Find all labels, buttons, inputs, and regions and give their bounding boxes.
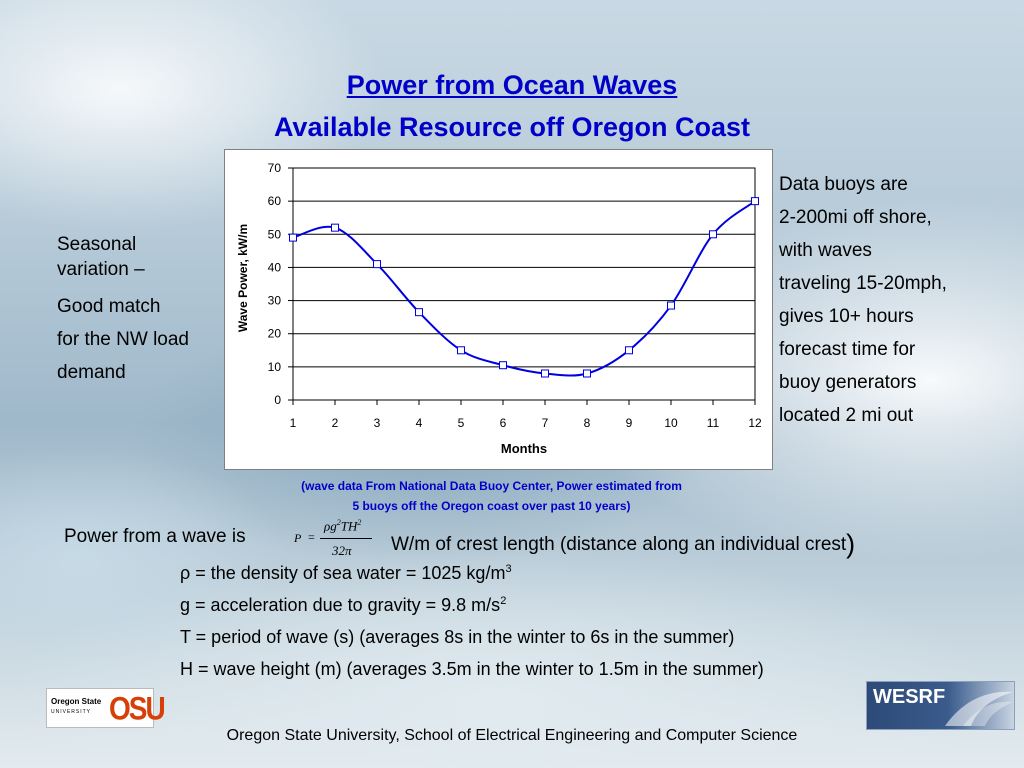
x-tick-label: 12	[748, 416, 762, 430]
osu-mark: OSU	[109, 690, 166, 727]
definition-h: H = wave height (m) (averages 3.5m in th…	[180, 659, 764, 679]
buoy-note-line: forecast time for	[779, 339, 916, 360]
x-tick-label: 3	[374, 416, 381, 430]
source-note: (wave data From National Data Buoy Cente…	[301, 479, 682, 493]
y-tick-label: 50	[268, 227, 282, 241]
x-tick-label: 10	[664, 416, 678, 430]
osu-seal-subtext: UNIVERSITY	[51, 709, 92, 715]
x-tick-label: 4	[416, 416, 423, 430]
osu-seal-text: Oregon State	[51, 697, 102, 706]
formula-numerator: ρg2TH2	[324, 518, 361, 534]
formula-trail: W/m of crest length (distance along an i…	[391, 526, 856, 559]
seasonal-note-line: Seasonal	[57, 234, 137, 255]
formula-exp: 2	[336, 518, 341, 527]
data-point	[457, 346, 465, 355]
formula-th: TH	[340, 518, 358, 534]
formula-denominator: 32π	[332, 543, 352, 558]
axis-layer	[292, 167, 756, 401]
formula-lead: Power from a wave is	[64, 526, 246, 547]
slide-subtitle: Available Resource off Oregon Coast	[273, 112, 751, 142]
slide-title: Power from Ocean Waves	[346, 70, 678, 100]
data-point	[331, 223, 339, 232]
definition-text: = the density of sea water = 1025 kg/m	[190, 563, 506, 583]
data-point	[499, 361, 507, 370]
x-tick-label: 9	[626, 416, 633, 430]
series-layer	[289, 197, 759, 378]
wesrf-logo-text: WESRF	[873, 686, 946, 708]
footer: Oregon State University, School of Elect…	[226, 727, 798, 744]
formula-paren: )	[846, 529, 856, 559]
buoy-note-line: gives 10+ hours	[779, 306, 914, 327]
wave-power-chart: 0 10 20 30 40 50 60 70 1 2 3 4 5 6 7 8 9 10 11 12 Months Wav…	[224, 149, 773, 470]
y-tick-label: 10	[268, 360, 282, 374]
buoy-note-line: buoy generators	[779, 372, 917, 393]
seasonal-note-line: for the NW load	[57, 329, 189, 350]
buoy-note: Data buoys are 2-200mi off shore, with w…	[779, 168, 1019, 432]
x-tick-label: 11	[707, 416, 720, 430]
formula-rho-g: ρg	[324, 518, 337, 534]
formula-exp: 2	[357, 518, 362, 527]
wesrf-logo: WESRF	[866, 681, 1015, 730]
data-point	[667, 301, 675, 310]
formula-equals: =	[308, 530, 315, 544]
formula-trail-text: W/m of crest length (distance along an i…	[391, 534, 847, 555]
wave-power-formula: Power from a wave is P = ρg2TH2 32π W/m …	[64, 514, 1024, 564]
series-line	[292, 200, 756, 377]
buoy-note-line: traveling 15-20mph,	[779, 273, 947, 294]
y-tick-label: 40	[268, 260, 282, 274]
buoy-note-line: located 2 mi out	[779, 405, 914, 426]
definition-t: T = period of wave (s) (averages 8s in t…	[180, 627, 735, 647]
source-note: 5 buoys off the Oregon coast over past 1…	[352, 499, 631, 513]
x-tick-label: 5	[458, 416, 465, 430]
seasonal-note-line: demand	[57, 362, 126, 383]
osu-seal: Oregon State UNIVERSITY	[51, 697, 101, 717]
definition-rho: ρ = the density of sea water = 1025 kg/m…	[180, 563, 512, 584]
data-point	[373, 260, 381, 269]
definition-g: g = acceleration due to gravity = 9.8 m/…	[180, 595, 506, 616]
data-point	[751, 197, 759, 206]
x-axis-title: Months	[501, 441, 547, 456]
definition-exp: 2	[500, 595, 507, 607]
plot-frame	[292, 167, 756, 401]
x-tick-label: 2	[332, 416, 339, 430]
data-point	[415, 308, 423, 317]
seasonal-note: Seasonal variation – Good match for the …	[57, 232, 227, 389]
x-tick-label: 6	[500, 416, 507, 430]
rho-symbol: ρ	[180, 563, 191, 583]
y-tick-label: 60	[268, 194, 282, 208]
label-layer: Months Wave Power, kW/m	[236, 224, 547, 456]
y-tick-label: 70	[268, 161, 282, 175]
data-point	[625, 346, 633, 355]
definition-text: g = acceleration due to gravity = 9.8 m/…	[180, 595, 501, 615]
y-axis-title: Wave Power, kW/m	[236, 224, 250, 332]
data-point	[583, 369, 591, 378]
data-point	[289, 233, 297, 242]
seasonal-note-line: Good match	[57, 296, 161, 317]
x-tick-label: 1	[290, 416, 297, 430]
seasonal-note-line: variation –	[57, 259, 145, 280]
grid-layer	[293, 200, 755, 368]
buoy-note-line: with waves	[779, 240, 872, 261]
x-tick-label: 7	[542, 416, 549, 430]
x-tick-label: 8	[584, 416, 591, 430]
y-tick-label: 30	[268, 294, 282, 308]
data-point	[541, 369, 549, 378]
formula-equation: P = ρg2TH2 32π	[290, 514, 390, 564]
osu-logo: Oregon State UNIVERSITY OSU	[46, 688, 166, 728]
wave-swoosh-icon	[945, 691, 1013, 726]
definition-exp: 3	[505, 563, 512, 575]
formula-fraction-bar	[320, 538, 372, 539]
data-point	[709, 230, 717, 239]
y-tick-label: 0	[274, 393, 281, 407]
y-tick-label: 20	[268, 327, 282, 341]
buoy-note-line: 2-200mi off shore,	[779, 207, 932, 228]
formula-lhs: P	[294, 531, 302, 545]
buoy-note-line: Data buoys are	[779, 174, 908, 195]
